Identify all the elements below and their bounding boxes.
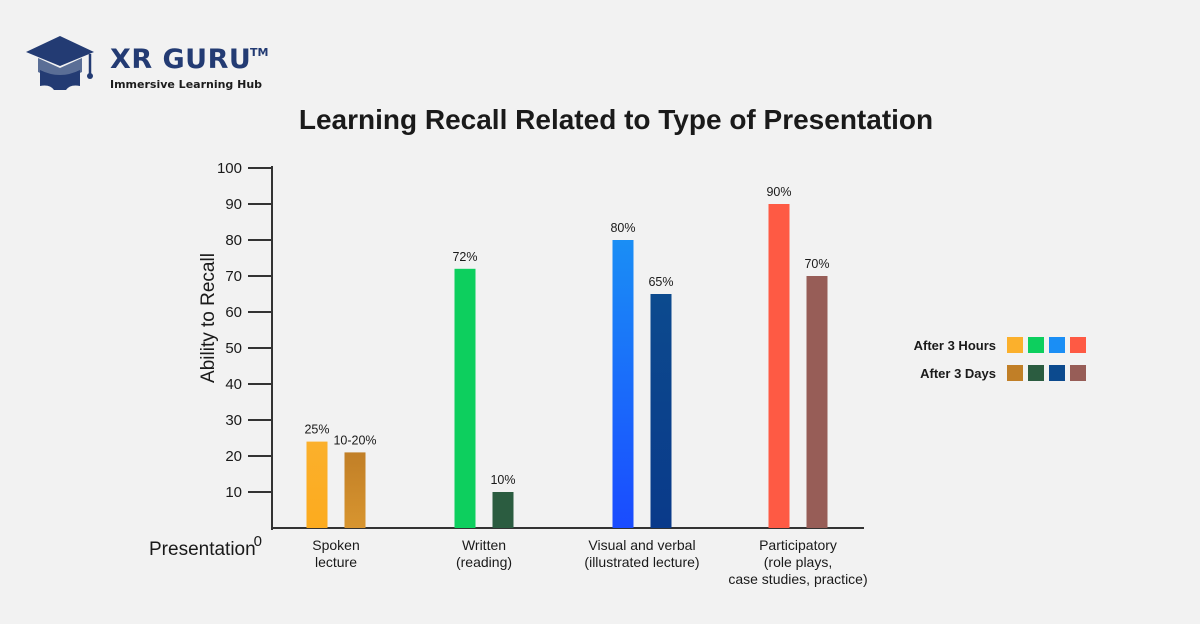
- y-tick-label: 70: [225, 268, 242, 285]
- x-axis-title: Presentation: [149, 539, 256, 560]
- x-category-label: Spoken lecture: [312, 537, 359, 570]
- axes: 0 10 20 30 40 50 60 70 80 90 100 Ability to Recall P…: [149, 160, 868, 587]
- brand-logo: XR GURU TM Immersive Learning Hub: [26, 34, 286, 94]
- bar: [650, 294, 672, 528]
- legend-label: After 3 Hours: [914, 338, 996, 353]
- y-tick-label: 80: [225, 232, 242, 249]
- y-axis-title: Ability to Recall: [198, 253, 219, 383]
- bar-value-label: 72%: [452, 250, 477, 264]
- chart-title: Learning Recall Related to Type of Prese…: [298, 104, 934, 135]
- x-category-label: Visual and verbal (illustrated lecture): [584, 537, 699, 570]
- y-tick-label: 90: [225, 196, 242, 213]
- bar: [492, 492, 514, 528]
- graduation-cap-vr-headset-icon: [26, 36, 94, 90]
- x-category-label: Written (reading): [456, 537, 512, 570]
- bar: [454, 268, 476, 528]
- brand-tagline: Immersive Learning Hub: [110, 78, 263, 91]
- brand-name: XR GURU: [110, 44, 252, 75]
- legend-swatch: [1049, 365, 1065, 381]
- x-category-label: Participatory (role plays, case studies, p…: [728, 537, 867, 587]
- bar: [612, 240, 634, 528]
- bar-value-label: 65%: [648, 275, 673, 289]
- legend-swatch: [1070, 337, 1086, 353]
- y-tick-label: 60: [225, 304, 242, 321]
- legend-swatch: [1049, 337, 1065, 353]
- legend-swatch: [1007, 365, 1023, 381]
- brand-trademark: TM: [250, 46, 269, 59]
- bar: [306, 441, 328, 528]
- bar-value-label: 80%: [610, 221, 635, 235]
- y-tick-label: 100: [217, 160, 242, 177]
- y-tick-label: 10: [225, 484, 242, 501]
- bars: 25% 72% 80% 90% 10-20% 10% 65% 70%: [304, 185, 830, 528]
- legend-label: After 3 Days: [920, 366, 996, 381]
- bar: [806, 276, 828, 528]
- y-tick-label: 0: [254, 533, 262, 550]
- bar-value-label: 90%: [766, 185, 791, 199]
- bar: [344, 452, 366, 528]
- legend-swatch: [1028, 365, 1044, 381]
- y-tick-label: 30: [225, 412, 242, 429]
- y-tick-label: 20: [225, 448, 242, 465]
- legend-swatch: [1028, 337, 1044, 353]
- legend-swatch: [1007, 337, 1023, 353]
- y-tick-label: 50: [225, 340, 242, 357]
- bar-value-label: 70%: [804, 257, 829, 271]
- bar-value-label: 10%: [490, 473, 515, 487]
- bar-value-label: 25%: [304, 423, 329, 437]
- bar-value-label: 10-20%: [333, 433, 376, 447]
- legend: After 3 Hours After 3 Days: [914, 337, 1086, 381]
- legend-swatch: [1070, 365, 1086, 381]
- bar: [768, 204, 790, 528]
- y-tick-label: 40: [225, 376, 242, 393]
